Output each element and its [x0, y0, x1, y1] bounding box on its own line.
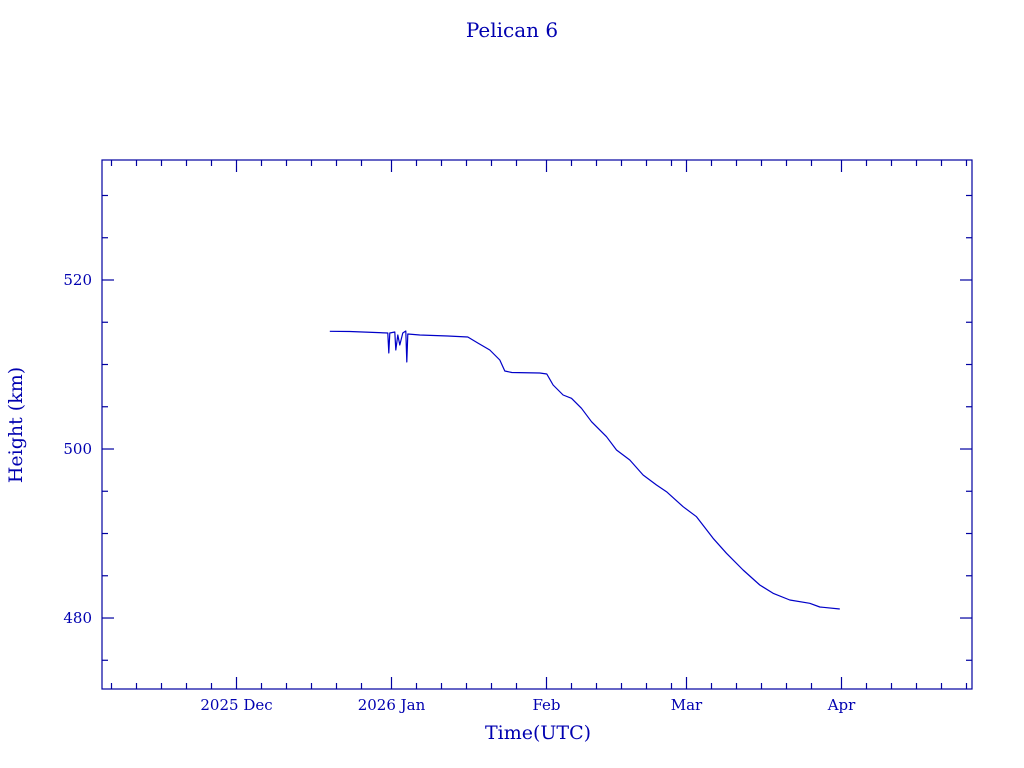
y-tick-labels: 480 500 520: [63, 271, 92, 627]
x-axis-label: Time(UTC): [485, 722, 591, 744]
x-tick-label: Mar: [671, 696, 703, 714]
plot-frame: [101, 159, 973, 690]
x-tick-label: 2025 Dec: [200, 696, 272, 714]
y-tick-label: 480: [63, 609, 92, 627]
x-tick-label: Feb: [532, 696, 560, 714]
y-axis-label: Height (km): [5, 367, 27, 483]
chart-title: Pelican 6: [466, 18, 558, 42]
y-tick-label: 500: [63, 440, 92, 458]
axis-ticks: [102, 160, 972, 689]
height-series-line: [329, 330, 840, 610]
x-tick-labels: 2025 Dec 2026 Jan Feb Mar Apr: [200, 696, 856, 714]
x-tick-label: Apr: [827, 696, 856, 714]
y-tick-label: 520: [63, 271, 92, 289]
x-tick-label: 2026 Jan: [358, 696, 426, 714]
